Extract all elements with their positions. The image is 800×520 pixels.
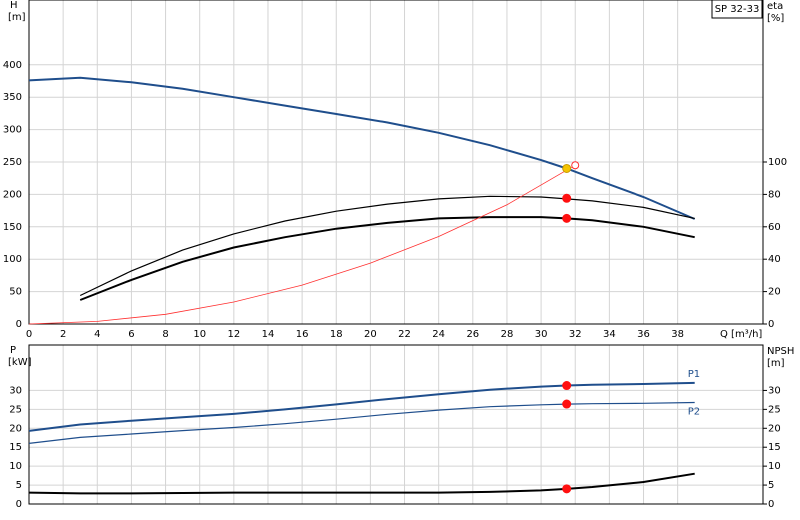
y-axis-label: P	[10, 345, 16, 356]
operating-point	[562, 163, 572, 173]
x-tick-label: 20	[364, 329, 377, 340]
y-tick-label: 0	[16, 319, 22, 330]
x-tick-label: 14	[262, 329, 275, 340]
y2-tick-label: 20	[768, 423, 781, 434]
title-box	[711, 0, 763, 19]
y-tick-label: 20	[9, 423, 22, 434]
y2-tick-label: 0	[768, 319, 774, 330]
y2-tick-label: 100	[768, 157, 787, 168]
x-tick-label: 4	[94, 329, 100, 340]
y-tick-label: 250	[3, 157, 22, 168]
chart-title: SP 32-33	[715, 4, 760, 15]
series-label: P1	[688, 369, 700, 380]
y-tick-label: 150	[3, 222, 22, 233]
x-tick-label: 36	[637, 329, 650, 340]
x-tick-label: 12	[227, 329, 240, 340]
y-tick-label: 5	[16, 480, 22, 491]
y-axis-unit: [m]	[8, 12, 26, 23]
x-tick-label: 24	[432, 329, 445, 340]
x-tick-label: 2	[60, 329, 66, 340]
plot-frame	[28, 344, 764, 505]
y-tick-label: 400	[3, 60, 22, 71]
operating-point	[571, 161, 580, 170]
x-tick-label: 18	[330, 329, 343, 340]
curve	[28, 164, 576, 325]
y2-axis-label: NPSH	[767, 346, 794, 357]
x-tick-label: 0	[26, 329, 32, 340]
y-tick-label: 25	[9, 404, 22, 415]
y2-tick-label: 0	[768, 499, 774, 510]
curve	[79, 216, 695, 301]
plot-frame	[28, 0, 764, 325]
x-tick-label: 6	[128, 329, 134, 340]
curve	[79, 195, 695, 297]
series-label: P2	[688, 407, 700, 418]
x-tick-label: 22	[398, 329, 411, 340]
y-tick-label: 200	[3, 189, 22, 200]
curve	[28, 76, 696, 220]
x-tick-label: 30	[535, 329, 548, 340]
y-tick-label: 30	[9, 385, 22, 396]
y2-tick-label: 20	[768, 287, 781, 298]
operating-point	[562, 193, 572, 203]
y2-tick-label: 5	[768, 480, 774, 491]
x-tick-label: 34	[603, 329, 616, 340]
y2-axis-label: eta	[767, 1, 783, 12]
y-axis-unit: [kW]	[8, 357, 32, 368]
x-tick-label: 10	[193, 329, 206, 340]
y2-tick-label: 40	[768, 254, 781, 265]
curve	[28, 472, 695, 495]
curve	[28, 381, 695, 432]
curve	[28, 401, 695, 444]
y-tick-label: 100	[3, 254, 22, 265]
y2-tick-label: 80	[768, 189, 781, 200]
operating-point	[562, 484, 572, 494]
operating-point	[562, 213, 572, 223]
x-tick-label: 16	[296, 329, 309, 340]
y2-tick-label: 10	[768, 461, 781, 472]
operating-point	[562, 399, 572, 409]
y-tick-label: 0	[16, 499, 22, 510]
x-axis-label: Q [m³/h]	[720, 329, 762, 340]
x-tick-label: 32	[569, 329, 582, 340]
y2-tick-label: 15	[768, 442, 781, 453]
y2-tick-label: 30	[768, 385, 781, 396]
x-tick-label: 28	[501, 329, 514, 340]
operating-point	[562, 381, 572, 391]
y2-axis-unit: [m]	[767, 358, 785, 369]
x-tick-label: 26	[466, 329, 479, 340]
x-tick-label: 38	[671, 329, 684, 340]
y-axis-label: H	[10, 0, 18, 11]
y2-tick-label: 60	[768, 222, 781, 233]
x-tick-label: 8	[162, 329, 168, 340]
y2-axis-unit: [%]	[767, 13, 784, 24]
y-tick-label: 300	[3, 125, 22, 136]
y-tick-label: 50	[9, 287, 22, 298]
y-tick-label: 10	[9, 461, 22, 472]
y-tick-label: 15	[9, 442, 22, 453]
y2-tick-label: 25	[768, 404, 781, 415]
y-tick-label: 350	[3, 92, 22, 103]
